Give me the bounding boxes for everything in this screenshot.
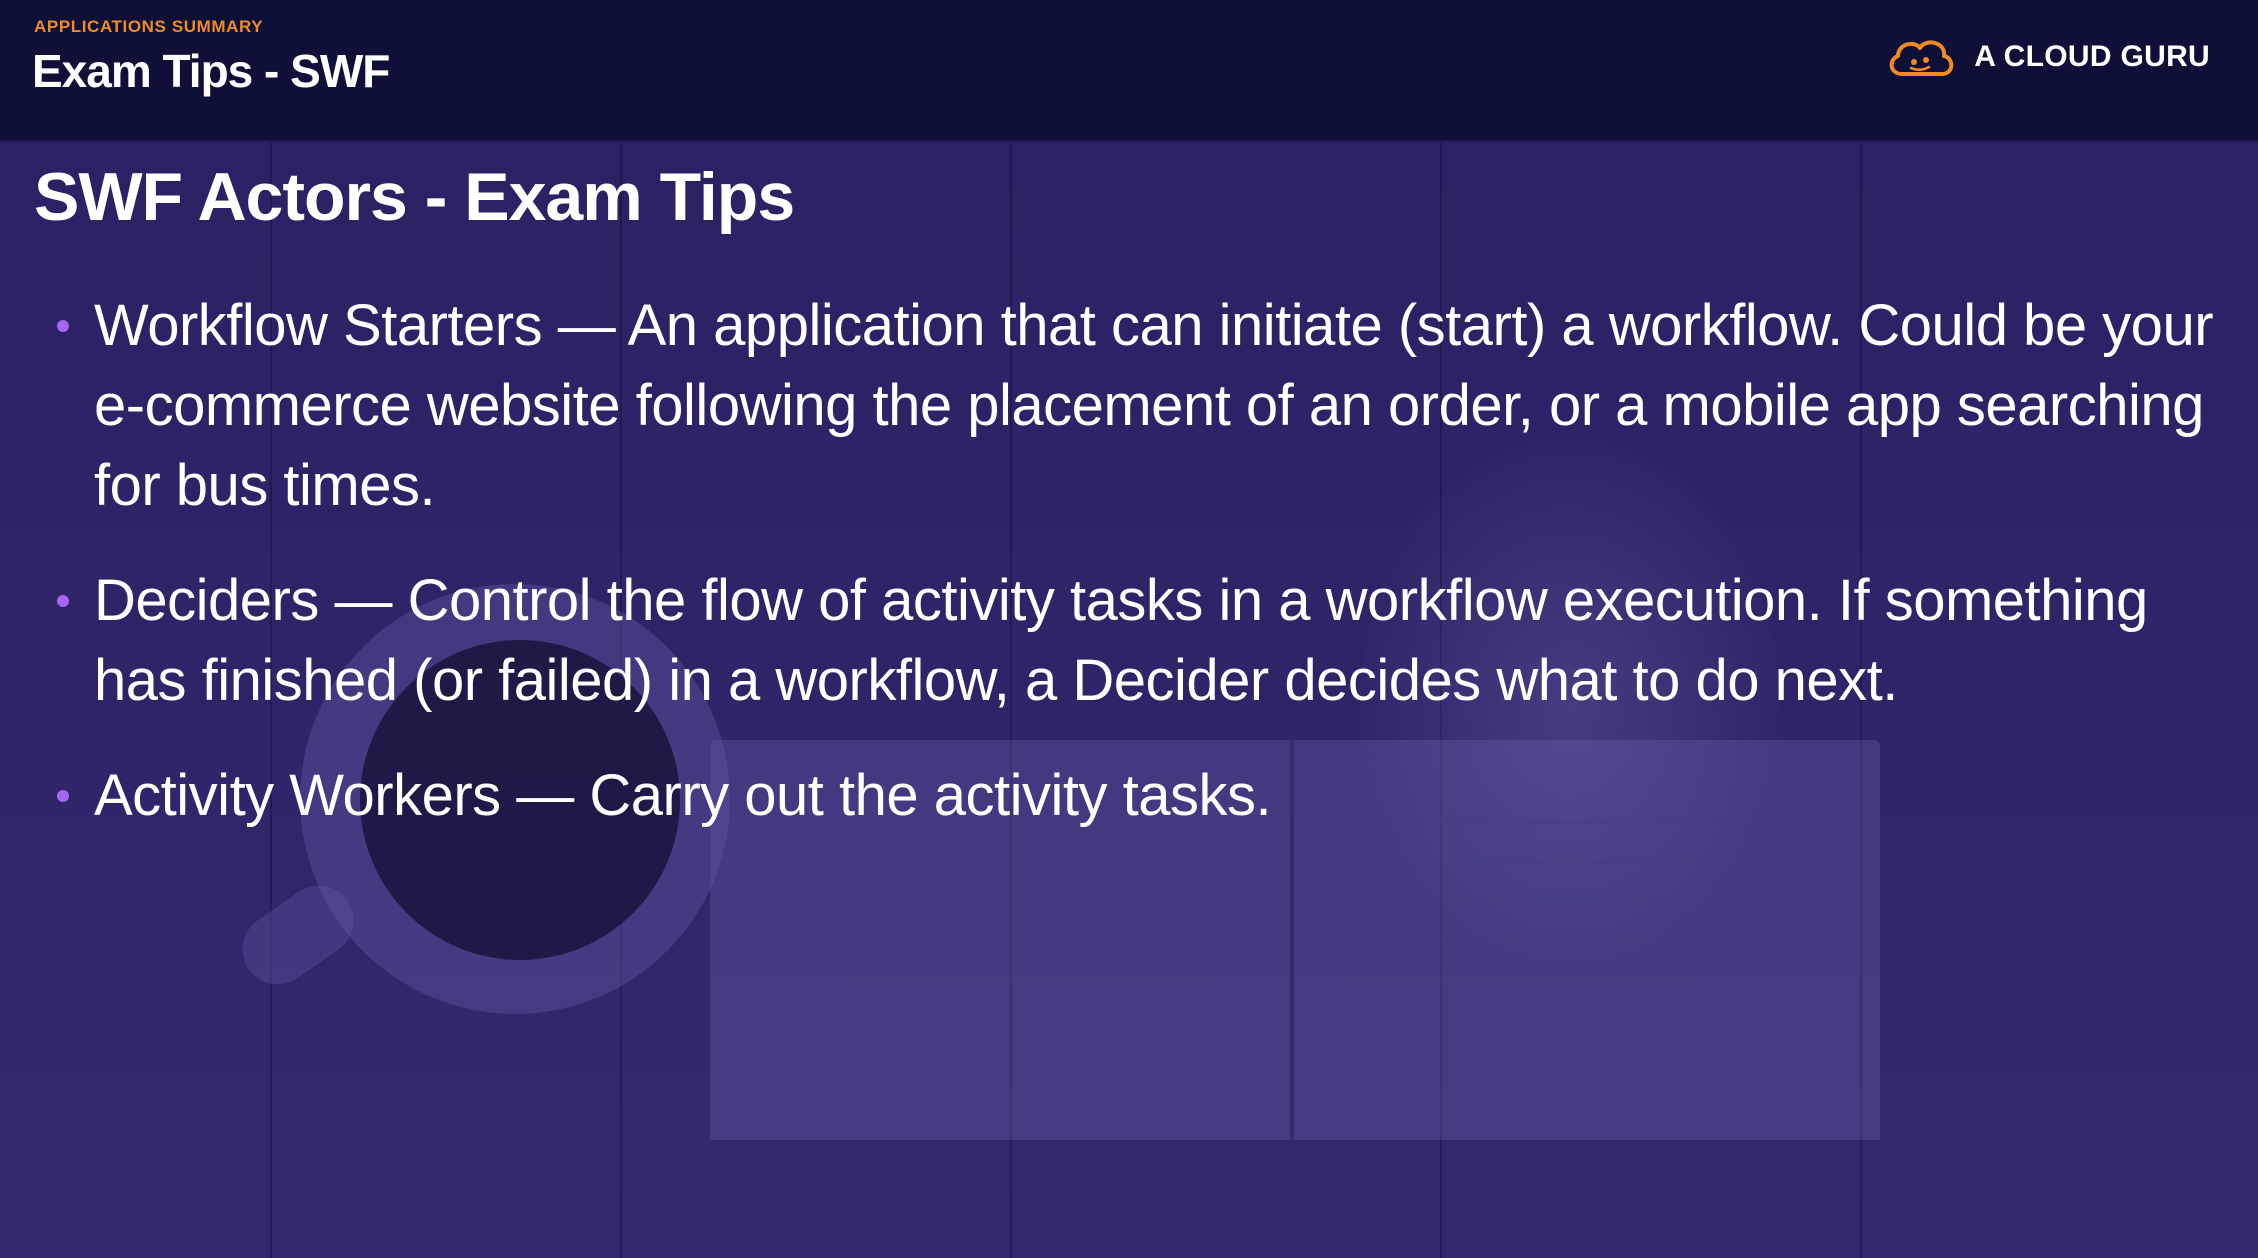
header-title: Exam Tips - SWF: [32, 45, 390, 97]
section-label: APPLICATIONS SUMMARY: [34, 17, 264, 36]
bullet-workflow-starters: Workflow Starters — An application that …: [50, 286, 2230, 526]
book-text-line: [840, 900, 1200, 903]
open-book-decoration: [710, 740, 1880, 1140]
wood-plank-line: [1010, 142, 1012, 1258]
bullet-term: Workflow Starters: [94, 293, 543, 358]
book-text-line: [840, 820, 1220, 823]
flowers-decoration: [1360, 442, 1780, 962]
wood-plank-line: [1440, 142, 1442, 1258]
coffee-surface: [360, 640, 680, 960]
cloud-logo-icon: [1889, 40, 1954, 76]
header-bar: APPLICATIONS SUMMARY Exam Tips - SWF A C…: [0, 0, 2258, 142]
book-spine: [1290, 740, 1294, 1140]
bullet-text: — Control the flow of activity tasks in …: [94, 568, 2148, 713]
bullet-dot-icon: [57, 790, 69, 802]
brand: A CLOUD GURU: [1884, 32, 2210, 82]
slide-title: SWF Actors - Exam Tips: [34, 159, 795, 235]
book-text-line: [1340, 940, 1750, 943]
bullet-text: — Carry out the activity tasks.: [500, 763, 1272, 828]
wood-plank-line: [270, 142, 272, 1258]
bullet-dot-icon: [57, 320, 69, 332]
background-scene: [0, 142, 2258, 1258]
brand-name: A CLOUD GURU: [1974, 40, 2210, 73]
wood-plank-line: [1860, 142, 1862, 1258]
bullet-text: — An application that can initiate (star…: [94, 293, 2214, 518]
book-text-line: [840, 860, 1240, 863]
book-text-line: [1340, 860, 1760, 863]
book-text-line: [840, 980, 1230, 983]
bullet-deciders: Deciders — Control the flow of activity …: [50, 561, 2230, 721]
book-text-line: [1340, 980, 1700, 983]
bullet-list: Workflow Starters — An application that …: [50, 286, 2230, 871]
bullet-dot-icon: [57, 595, 69, 607]
book-text-line: [1340, 820, 1740, 823]
bullet-activity-workers: Activity Workers — Carry out the activit…: [50, 756, 2230, 836]
bullet-term: Activity Workers: [94, 763, 501, 828]
book-text-line: [1340, 900, 1720, 903]
book-text-line: [840, 940, 1250, 943]
bullet-term: Deciders: [94, 568, 319, 633]
